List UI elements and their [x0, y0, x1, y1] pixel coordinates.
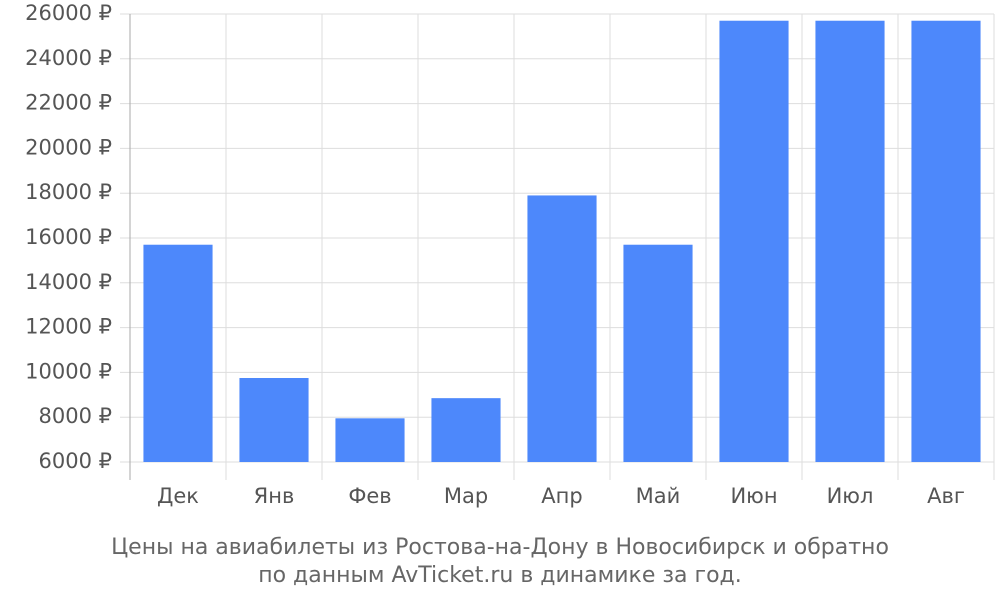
y-tick-label: 24000 ₽ — [25, 46, 112, 70]
bar — [239, 378, 309, 462]
x-tick-label: Июн — [730, 484, 777, 508]
y-tick-label: 22000 ₽ — [25, 91, 112, 115]
bar — [815, 20, 885, 462]
bar — [719, 20, 789, 462]
x-tick-label: Дек — [157, 484, 199, 508]
y-tick-label: 18000 ₽ — [25, 180, 112, 204]
bar — [527, 195, 597, 462]
x-tick-label: Май — [636, 484, 681, 508]
bar — [623, 244, 693, 462]
x-tick-label: Янв — [254, 484, 295, 508]
chart-title: Цены на авиабилеты из Ростова-на-Дону в … — [111, 535, 889, 560]
x-tick-label: Мар — [444, 484, 488, 508]
bar — [911, 20, 981, 462]
y-tick-label: 26000 ₽ — [25, 1, 112, 25]
y-tick-label: 20000 ₽ — [25, 135, 112, 159]
bar — [335, 418, 405, 462]
y-tick-label: 10000 ₽ — [25, 359, 112, 383]
y-tick-label: 8000 ₽ — [39, 404, 112, 428]
x-tick-label: Июл — [827, 484, 874, 508]
y-tick-label: 14000 ₽ — [25, 270, 112, 294]
y-tick-label: 6000 ₽ — [39, 449, 112, 473]
y-tick-label: 12000 ₽ — [25, 315, 112, 339]
bar — [431, 398, 501, 462]
x-tick-label: Фев — [348, 484, 391, 508]
x-tick-label: Авг — [927, 484, 965, 508]
bar — [143, 244, 213, 462]
chart-subtitle: по данным AvTicket.ru в динамике за год. — [258, 563, 742, 588]
x-tick-label: Апр — [541, 484, 582, 508]
y-tick-label: 16000 ₽ — [25, 225, 112, 249]
